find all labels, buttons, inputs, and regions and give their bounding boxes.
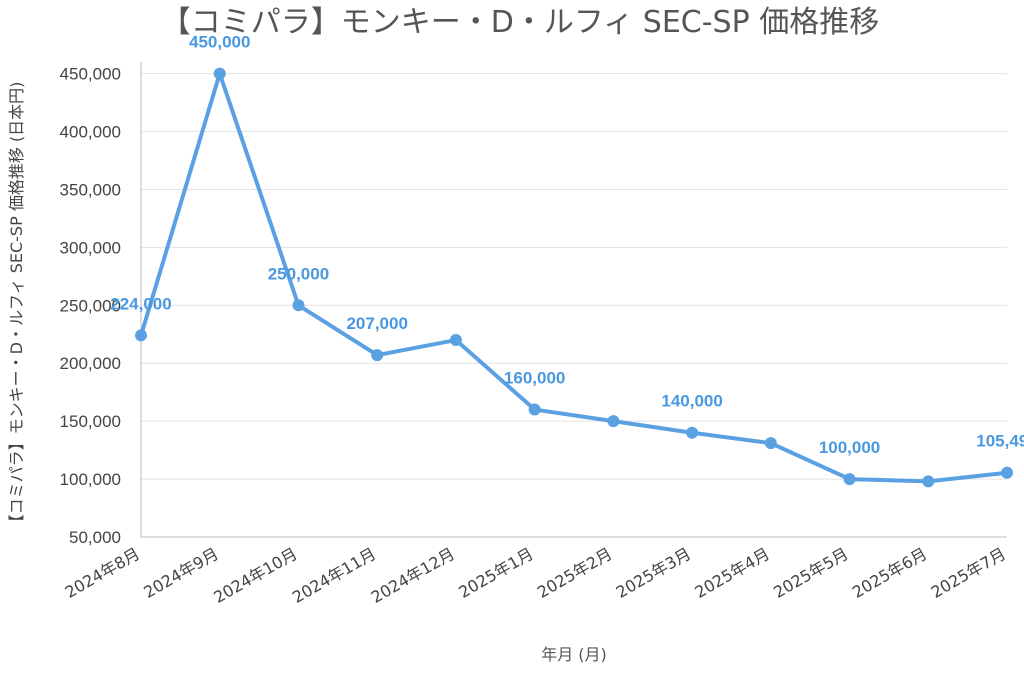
data-point xyxy=(1001,466,1013,479)
data-label: 105,490 xyxy=(976,432,1024,451)
data-point xyxy=(528,403,541,416)
data-point xyxy=(371,349,384,362)
series-line-path xyxy=(139,71,1008,484)
data-point xyxy=(213,67,226,80)
x-tick-label: 2024年10月 xyxy=(210,544,300,607)
data-point xyxy=(843,473,856,486)
y-tick-label: 400,000 xyxy=(60,123,121,142)
data-point xyxy=(686,426,699,439)
y-tick-label: 250,000 xyxy=(60,296,121,315)
y-tick-label: 350,000 xyxy=(60,180,121,199)
y-tick-label: 300,000 xyxy=(60,238,121,257)
data-label: 160,000 xyxy=(504,369,565,388)
x-tick-label: 2025年2月 xyxy=(534,544,615,602)
x-tick-label: 2025年3月 xyxy=(613,544,694,602)
series-line xyxy=(135,67,1013,488)
y-tick-label: 100,000 xyxy=(60,470,121,489)
data-point xyxy=(449,334,462,347)
x-tick-label: 2025年7月 xyxy=(928,544,1009,602)
data-point xyxy=(764,437,777,450)
data-point xyxy=(292,299,305,312)
data-point xyxy=(607,415,620,428)
data-label: 100,000 xyxy=(819,438,880,457)
x-tick-label: 2025年4月 xyxy=(692,544,773,602)
y-tick-label: 200,000 xyxy=(60,354,121,373)
y-tick-label: 150,000 xyxy=(60,412,121,431)
data-point xyxy=(922,475,935,488)
data-point xyxy=(135,329,147,342)
data-label: 140,000 xyxy=(661,392,722,411)
x-tick-label: 2025年5月 xyxy=(770,544,851,602)
data-label: 250,000 xyxy=(268,264,329,283)
y-tick-label: 50,000 xyxy=(69,528,121,547)
x-tick-label: 2025年6月 xyxy=(849,544,930,602)
gridlines xyxy=(140,62,1007,538)
y-axis-title: 【コミパラ】モンキー・D・ルフィ SEC-SP 価格推移 (日本円) xyxy=(7,82,26,531)
x-tick-label: 2024年11月 xyxy=(289,544,379,607)
x-axis: 2024年8月2024年9月2024年10月2024年11月2024年12月20… xyxy=(62,544,1009,607)
x-tick-label: 2024年12月 xyxy=(368,544,458,607)
y-tick-label: 450,000 xyxy=(60,65,121,84)
x-axis-title: 年月 (月) xyxy=(541,645,607,664)
x-tick-label: 2024年9月 xyxy=(140,544,221,602)
x-tick-label: 2025年1月 xyxy=(455,544,536,602)
y-axis: 50,000 100,000 150,000 200,000 250,000 300,00… xyxy=(60,65,121,547)
x-tick-label: 2024年8月 xyxy=(62,544,143,602)
data-label: 450,000 xyxy=(189,33,250,52)
data-labels: 224,000 450,000 250,000 207,000 160,000 140,0… xyxy=(110,33,1024,457)
data-label: 224,000 xyxy=(110,294,171,313)
data-label: 207,000 xyxy=(346,314,407,333)
chart-title: 【コミパラ】モンキー・D・ルフィ SEC-SP 価格推移 xyxy=(161,5,879,40)
